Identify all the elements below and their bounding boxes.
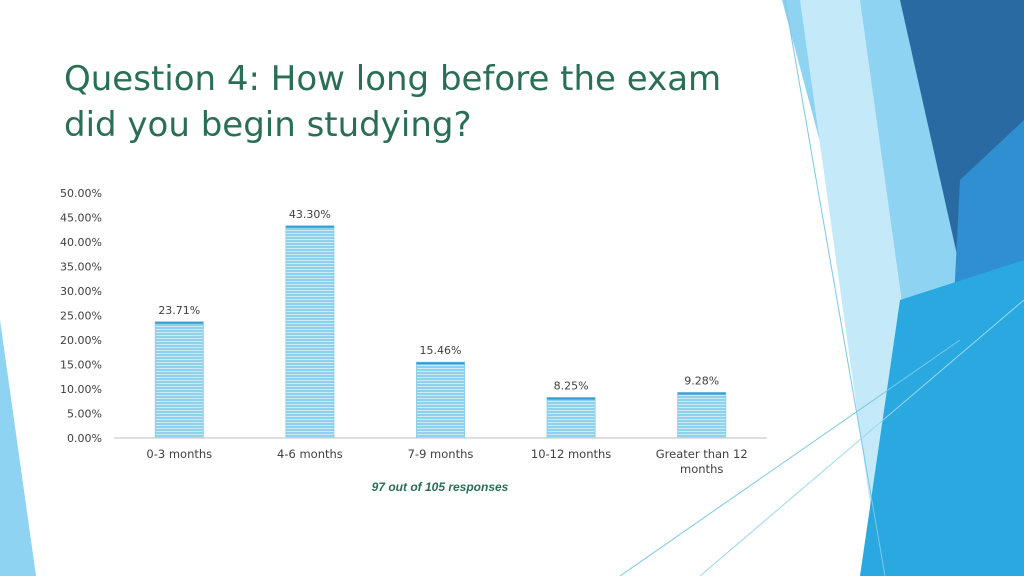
bar xyxy=(546,397,596,439)
y-axis-tick-labels: 0.00% 5.00% 10.00% 15.00% 20.00% 25.00% 30.00%… xyxy=(60,187,102,445)
data-label: 43.30% xyxy=(289,208,331,221)
bars xyxy=(154,225,727,439)
y-tick-label: 30.00% xyxy=(60,285,102,298)
bar xyxy=(285,225,335,439)
bar-top-edge xyxy=(547,397,596,400)
category-label: 7-9 months xyxy=(408,447,474,461)
y-tick-label: 40.00% xyxy=(60,236,102,249)
bar xyxy=(677,392,727,439)
y-tick-label: 45.00% xyxy=(60,212,102,225)
deco-line-3 xyxy=(699,299,1024,576)
y-tick-label: 10.00% xyxy=(60,383,102,396)
y-tick-label: 5.00% xyxy=(67,408,102,421)
category-label: 10-12 months xyxy=(531,447,611,461)
bar xyxy=(154,321,204,439)
y-tick-label: 15.00% xyxy=(60,359,102,372)
y-tick-label: 20.00% xyxy=(60,334,102,347)
response-count-note: 97 out of 105 responses xyxy=(371,480,509,494)
bar-top-edge xyxy=(285,225,334,228)
data-labels: 23.71% 43.30% 15.46% 8.25% 9.28% xyxy=(158,208,719,393)
x-axis-category-labels: 0-3 months 4-6 months 7-9 months 10-12 mont… xyxy=(146,447,747,476)
bar-top-edge xyxy=(677,392,726,395)
y-tick-label: 50.00% xyxy=(60,187,102,200)
slide-title: Question 4: How long before the exam did… xyxy=(64,59,722,145)
data-label: 8.25% xyxy=(554,380,589,393)
data-label: 23.71% xyxy=(158,304,200,317)
category-label: Greater than 12 months xyxy=(656,447,748,476)
y-tick-label: 0.00% xyxy=(67,432,102,445)
deco-left-strip xyxy=(0,320,36,576)
bar xyxy=(416,361,465,439)
bar-top-edge xyxy=(416,362,465,365)
y-tick-label: 25.00% xyxy=(60,310,102,323)
data-label: 15.46% xyxy=(420,344,462,357)
data-label: 9.28% xyxy=(684,375,719,388)
y-tick-label: 35.00% xyxy=(60,261,102,274)
deco-line-1 xyxy=(784,0,886,576)
deco-blue-corner xyxy=(860,260,1024,576)
category-label: 4-6 months xyxy=(277,447,343,461)
category-label: 0-3 months xyxy=(146,447,212,461)
bar-top-edge xyxy=(155,321,204,324)
deco-line-2 xyxy=(619,339,961,576)
